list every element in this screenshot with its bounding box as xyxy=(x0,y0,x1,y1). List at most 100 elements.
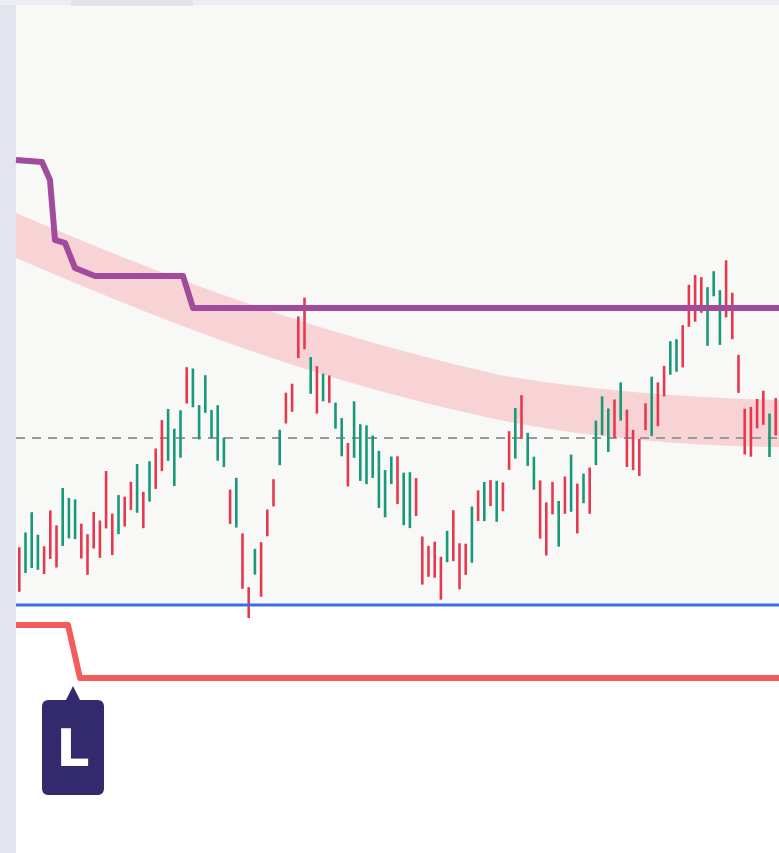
candle xyxy=(383,470,387,518)
candle xyxy=(681,325,684,368)
candle xyxy=(706,287,709,346)
candle xyxy=(179,410,182,458)
candle xyxy=(532,456,536,490)
candle xyxy=(241,533,244,589)
candle xyxy=(414,478,418,516)
candle xyxy=(452,510,455,562)
candle xyxy=(551,481,554,515)
candle xyxy=(259,542,263,597)
candle xyxy=(266,509,269,537)
candle xyxy=(489,480,492,507)
candle xyxy=(507,431,511,470)
candle xyxy=(315,366,319,414)
candle xyxy=(197,405,201,440)
candle xyxy=(228,489,232,524)
candle xyxy=(464,543,467,575)
candle xyxy=(538,480,542,539)
candle xyxy=(185,367,188,404)
candle xyxy=(86,534,89,575)
candle xyxy=(576,483,579,534)
candle xyxy=(321,373,325,402)
candle xyxy=(160,420,164,472)
candle xyxy=(731,292,734,340)
candle xyxy=(588,467,591,514)
candle xyxy=(762,390,765,425)
candle xyxy=(700,277,703,313)
candle xyxy=(55,525,58,568)
candle xyxy=(104,471,108,529)
candle xyxy=(61,488,64,546)
candle xyxy=(718,290,722,345)
candle xyxy=(755,399,759,429)
candle xyxy=(210,409,213,438)
candle xyxy=(303,297,306,350)
candle xyxy=(173,428,176,487)
candle xyxy=(18,547,21,592)
candle xyxy=(284,392,288,424)
candle xyxy=(408,472,412,529)
band xyxy=(16,213,779,447)
candle xyxy=(253,548,257,575)
candle xyxy=(631,429,635,471)
candle xyxy=(774,398,777,436)
candle xyxy=(272,479,275,507)
purple-line xyxy=(15,157,779,311)
candle xyxy=(73,499,77,540)
red-line xyxy=(16,622,779,681)
candle xyxy=(594,420,598,466)
candle xyxy=(328,375,331,403)
candle xyxy=(204,375,207,413)
top-strip xyxy=(0,0,779,5)
candle xyxy=(154,448,157,489)
marker-label: L xyxy=(56,719,89,779)
candle xyxy=(340,418,343,457)
candle xyxy=(569,454,573,512)
candle xyxy=(724,260,728,318)
candle xyxy=(148,461,151,502)
candle xyxy=(334,402,337,429)
candle xyxy=(290,383,294,412)
candle xyxy=(445,530,449,563)
candle xyxy=(166,409,170,461)
candle xyxy=(98,520,102,558)
candle xyxy=(235,477,238,528)
candle xyxy=(582,473,585,504)
candle xyxy=(600,396,604,436)
candle xyxy=(476,490,480,521)
top-tab xyxy=(70,0,194,6)
candle xyxy=(135,464,139,513)
candle xyxy=(768,413,771,457)
candle xyxy=(656,382,660,427)
candle xyxy=(36,534,40,570)
candle xyxy=(390,456,393,485)
candle xyxy=(563,476,567,514)
candle xyxy=(650,376,653,436)
candle xyxy=(458,543,461,590)
candle xyxy=(662,365,666,397)
candle xyxy=(129,481,133,510)
candle xyxy=(613,399,616,438)
candle xyxy=(495,480,498,522)
candle xyxy=(749,406,753,457)
candle xyxy=(123,496,126,527)
marker xyxy=(42,686,104,795)
candle xyxy=(520,395,523,439)
candle xyxy=(526,432,529,466)
candle xyxy=(557,501,560,547)
candle xyxy=(644,403,647,431)
candle xyxy=(402,472,405,526)
candle xyxy=(371,435,374,478)
candle xyxy=(216,405,219,461)
candle xyxy=(638,438,641,476)
candle xyxy=(483,482,486,522)
candle xyxy=(433,541,436,578)
candle xyxy=(365,425,368,485)
candle xyxy=(191,368,195,408)
candle xyxy=(67,497,71,539)
candle xyxy=(619,382,622,421)
candle xyxy=(42,546,46,574)
candle xyxy=(117,495,120,535)
candles xyxy=(18,260,777,619)
